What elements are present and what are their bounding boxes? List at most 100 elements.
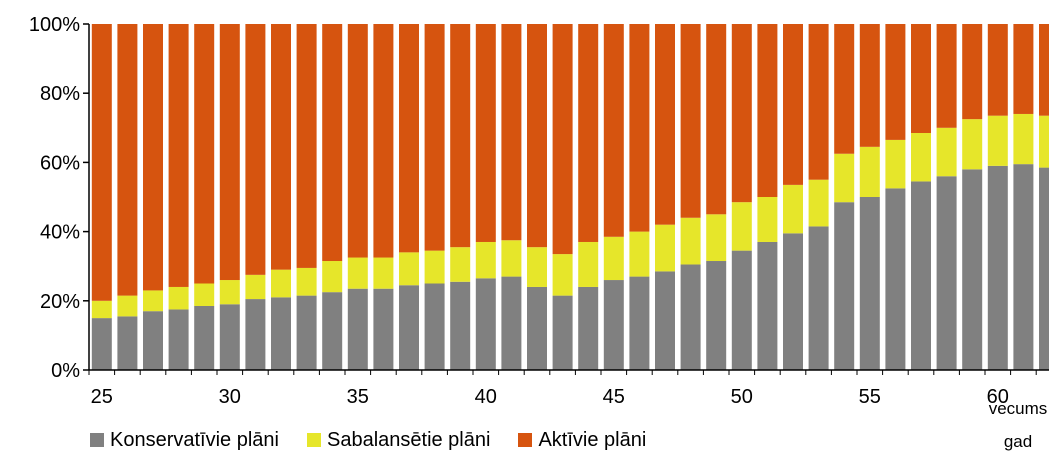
bar-aktivie-43 [552, 24, 573, 255]
bar-sabalansetie-51 [757, 197, 778, 242]
bar-aktivie-61 [1013, 24, 1034, 114]
bar-sabalansetie-56 [885, 139, 906, 189]
bar-aktivie-36 [373, 24, 394, 258]
x-tick-label: 45 [603, 386, 625, 408]
x-tick-label: 25 [91, 386, 113, 408]
x-tick-label: 35 [347, 386, 369, 408]
legend-item-sabalansetie: Sabalansētie plāni [306, 429, 490, 452]
y-tick-label: 60% [40, 152, 80, 174]
bar-konservativie-35 [347, 288, 368, 370]
bar-aktivie-57 [911, 24, 931, 133]
bar-konservativie-58 [936, 176, 957, 370]
legend: Konservatīvie plāni Sabalansētie plāni A… [0, 426, 646, 454]
bar-aktivie-25 [91, 24, 112, 301]
bar-aktivie-41 [501, 24, 522, 241]
bar-aktivie-45 [603, 24, 624, 237]
y-tick-label: 0% [51, 360, 80, 382]
bar-sabalansetie-39 [450, 247, 471, 282]
x-tick-label: 30 [219, 386, 241, 408]
bar-konservativie-38 [424, 283, 445, 370]
bar-sabalansetie-38 [424, 250, 445, 284]
bar-konservativie-51 [757, 241, 778, 370]
bar-sabalansetie-43 [552, 254, 573, 296]
bar-sabalansetie-25 [91, 300, 112, 319]
bar-sabalansetie-41 [501, 240, 522, 277]
bar-aktivie-51 [757, 24, 778, 197]
bar-sabalansetie-35 [347, 257, 368, 289]
bar-aktivie-54 [834, 24, 855, 154]
bar-konservativie-34 [322, 292, 343, 370]
y-tick-label: 100% [29, 14, 80, 36]
bar-konservativie-62 [1039, 167, 1049, 370]
x-tick-label: 50 [731, 386, 753, 408]
bar-aktivie-39 [450, 24, 471, 248]
bar-konservativie-45 [603, 280, 624, 370]
bar-konservativie-56 [885, 188, 906, 370]
bar-aktivie-37 [399, 24, 419, 253]
bar-konservativie-46 [629, 276, 650, 370]
bar-konservativie-52 [783, 233, 803, 370]
bar-sabalansetie-34 [322, 261, 343, 293]
ticks-layer: 0% 20% 40% 60% 80% 100% 25 30 35 40 45 50 55 60 [29, 14, 1037, 408]
bar-konservativie-48 [680, 264, 701, 370]
bar-aktivie-56 [885, 24, 906, 140]
bar-sabalansetie-50 [731, 202, 752, 251]
bar-sabalansetie-32 [271, 269, 291, 298]
bar-aktivie-44 [578, 24, 599, 242]
bar-aktivie-34 [322, 24, 343, 262]
bar-sabalansetie-30 [219, 280, 240, 305]
bar-aktivie-42 [527, 24, 547, 248]
bar-sabalansetie-45 [603, 236, 624, 281]
bar-konservativie-40 [475, 278, 496, 370]
bar-konservativie-54 [834, 202, 855, 370]
bar-aktivie-38 [424, 24, 445, 251]
bar-aktivie-27 [143, 24, 163, 291]
bar-konservativie-33 [296, 295, 317, 370]
x-tick-label: 40 [475, 386, 497, 408]
legend-swatch-sabalansetie [306, 433, 321, 447]
bar-aktivie-29 [194, 24, 215, 284]
bar-sabalansetie-26 [117, 295, 138, 317]
bar-aktivie-48 [680, 24, 701, 218]
bar-aktivie-40 [475, 24, 496, 242]
x-axis-unit-label-1: vecums [989, 399, 1048, 418]
legend-label-konservativie: Konservatīvie plāni [110, 428, 279, 451]
bar-aktivie-53 [808, 24, 829, 180]
bar-konservativie-30 [219, 304, 240, 370]
bar-sabalansetie-54 [834, 153, 855, 203]
bar-aktivie-62 [1039, 24, 1049, 116]
bar-aktivie-35 [347, 24, 368, 258]
legend-swatch-konservativie [90, 433, 104, 447]
bar-aktivie-31 [245, 24, 266, 275]
bar-sabalansetie-40 [475, 241, 496, 279]
bar-konservativie-53 [808, 226, 829, 370]
bar-konservativie-32 [271, 297, 291, 370]
bar-sabalansetie-59 [962, 119, 983, 170]
bar-konservativie-26 [117, 316, 138, 370]
bar-sabalansetie-36 [373, 257, 394, 289]
bar-aktivie-32 [271, 24, 291, 270]
bar-sabalansetie-61 [1013, 113, 1034, 165]
bar-sabalansetie-37 [399, 252, 419, 286]
x-tick-label: 55 [859, 386, 881, 408]
y-tick-label: 80% [40, 83, 80, 105]
chart-svg: 0% 20% 40% 60% 80% 100% 25 30 35 40 45 50 55 60 vecum… [29, 14, 1049, 418]
bar-konservativie-41 [501, 276, 522, 370]
x-tick-label: 60 [987, 386, 1009, 408]
bar-sabalansetie-46 [629, 231, 650, 277]
bar-sabalansetie-31 [245, 274, 266, 300]
bar-sabalansetie-42 [527, 247, 547, 287]
bar-konservativie-25 [91, 318, 112, 370]
bar-konservativie-27 [143, 311, 163, 370]
legend-item-konservativie: Konservatīvie plāni [90, 429, 279, 452]
bar-konservativie-61 [1013, 164, 1034, 370]
bar-konservativie-37 [399, 285, 419, 370]
bar-konservativie-55 [859, 197, 880, 370]
bar-aktivie-55 [859, 24, 880, 147]
bar-konservativie-31 [245, 299, 266, 370]
bar-aktivie-46 [629, 24, 650, 232]
bars-layer [91, 24, 1049, 370]
bar-aktivie-50 [731, 24, 752, 203]
bar-aktivie-28 [168, 24, 189, 287]
bar-konservativie-60 [987, 165, 1008, 370]
